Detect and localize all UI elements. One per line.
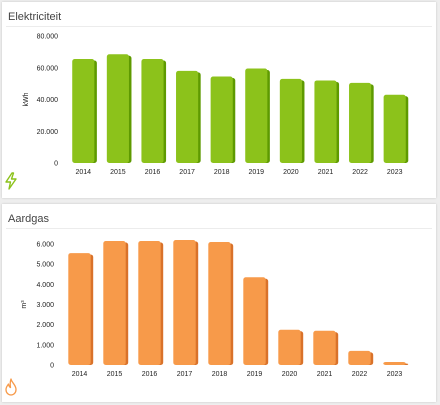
bar xyxy=(176,70,199,163)
x-tick-label: 2017 xyxy=(179,169,195,176)
bar xyxy=(278,329,301,365)
electricity-title-divider xyxy=(6,26,432,27)
bar xyxy=(243,277,266,365)
bar xyxy=(245,68,268,163)
bar xyxy=(208,241,231,365)
x-tick-label: 2023 xyxy=(387,169,403,176)
x-tick-label: 2022 xyxy=(352,371,368,378)
bar xyxy=(210,76,233,163)
bar xyxy=(314,80,337,163)
x-tick-label: 2016 xyxy=(145,169,161,176)
y-tick-label: 2.000 xyxy=(36,322,54,329)
x-tick-label: 2020 xyxy=(283,169,299,176)
y-tick-label: 4.000 xyxy=(36,282,54,289)
lightning-bolt-icon xyxy=(5,172,17,190)
y-tick-label: 40.000 xyxy=(37,97,59,104)
x-tick-label: 2023 xyxy=(387,371,403,378)
bar xyxy=(72,59,95,163)
y-tick-label: 6.000 xyxy=(36,242,54,249)
x-tick-label: 2022 xyxy=(352,169,368,176)
electricity-chart: 0 20.000 40.000 60.000 80.000 kWh 2014 2015 2016… xyxy=(23,34,409,176)
bar xyxy=(103,240,126,365)
bar xyxy=(383,361,406,365)
x-tick-label: 2020 xyxy=(282,371,298,378)
x-tick-label: 2015 xyxy=(110,169,126,176)
bar xyxy=(349,82,372,163)
x-tick-label: 2016 xyxy=(142,371,158,378)
bar xyxy=(313,330,336,365)
y-tick-label: 0 xyxy=(50,363,54,370)
bar xyxy=(106,54,129,163)
bar xyxy=(348,350,371,365)
bar xyxy=(68,253,91,365)
bar xyxy=(138,240,161,365)
x-tick-label: 2015 xyxy=(107,371,123,378)
x-tick-label: 2014 xyxy=(76,169,92,176)
bar xyxy=(279,78,302,163)
y-tick-label: 0 xyxy=(54,161,58,168)
gas-title-divider xyxy=(6,228,432,229)
x-tick-label: 2021 xyxy=(317,371,333,378)
bar xyxy=(173,239,196,365)
y-axis-label: m³ xyxy=(21,300,28,309)
x-tick-label: 2018 xyxy=(214,169,230,176)
x-tick-label: 2018 xyxy=(212,371,228,378)
flame-icon xyxy=(5,378,17,396)
gas-chart: 0 1.000 2.000 3.000 4.000 5.000 6.000 m³ 2014 201… xyxy=(21,239,409,378)
y-axis-label: kWh xyxy=(23,92,30,106)
y-tick-label: 5.000 xyxy=(36,262,54,269)
y-tick-label: 20.000 xyxy=(37,129,59,136)
y-tick-label: 80.000 xyxy=(37,34,59,41)
electricity-title: Elektriciteit xyxy=(8,11,62,23)
gas-panel: Aardgas 0 1.000 2.000 3.000 4.000 5.000 6.000 m… xyxy=(2,204,436,402)
x-tick-label: 2021 xyxy=(318,169,334,176)
y-tick-label: 3.000 xyxy=(36,302,54,309)
x-tick-label: 2019 xyxy=(247,371,263,378)
x-tick-label: 2017 xyxy=(177,371,193,378)
gas-title: Aardgas xyxy=(8,213,49,225)
y-tick-label: 60.000 xyxy=(37,65,59,72)
bar xyxy=(383,94,406,163)
y-tick-label: 1.000 xyxy=(36,342,54,349)
bar xyxy=(141,59,164,163)
x-tick-label: 2019 xyxy=(249,169,265,176)
electricity-panel: Elektriciteit 0 20.000 40.000 60.000 80.000 k… xyxy=(2,2,436,198)
x-tick-label: 2014 xyxy=(72,371,88,378)
